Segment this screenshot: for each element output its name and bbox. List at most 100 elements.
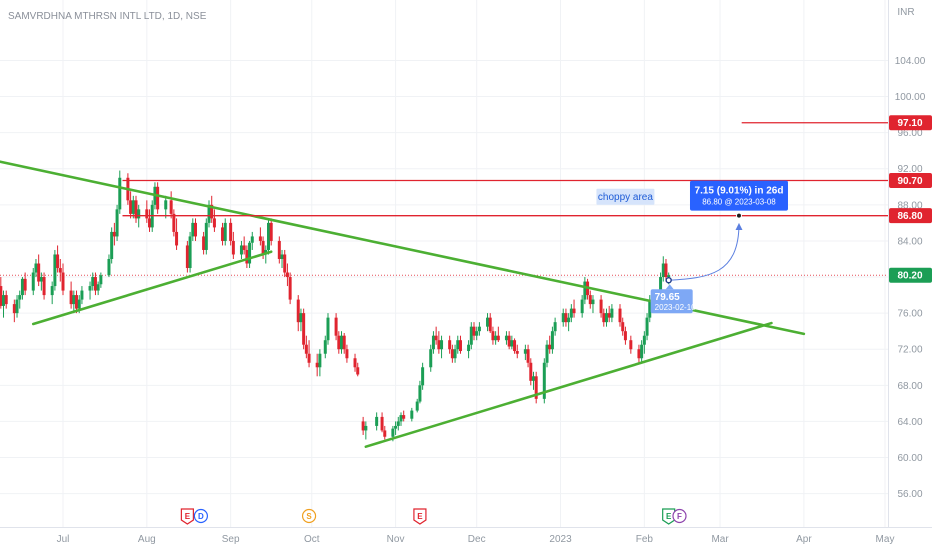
- x-tick-label: Oct: [304, 534, 320, 545]
- event-marker-e[interactable]: E: [662, 508, 676, 525]
- y-tick-label: 88.00: [897, 200, 922, 211]
- candle: [550, 326, 554, 354]
- candle: [629, 335, 633, 354]
- candle: [342, 332, 346, 354]
- price-tag-bg: [889, 115, 932, 131]
- x-tick-label: Apr: [796, 534, 812, 545]
- event-marker-e[interactable]: E: [413, 508, 427, 525]
- candle-body: [507, 335, 511, 347]
- candle-body: [429, 349, 433, 368]
- candle-body: [550, 331, 554, 350]
- price-tag-97.10: 97.10: [889, 115, 932, 131]
- candle-body: [567, 317, 571, 323]
- candle: [302, 308, 306, 350]
- candle: [399, 412, 403, 426]
- choppy-area-note[interactable]: choppy area: [596, 188, 655, 205]
- measure-start-point[interactable]: [665, 276, 672, 284]
- candle: [318, 349, 322, 377]
- candle-body: [175, 231, 179, 246]
- candle: [58, 258, 62, 282]
- candle: [250, 231, 254, 250]
- trendline-lower-support-2[interactable]: [364, 321, 773, 448]
- candle-body: [323, 340, 327, 354]
- candle: [469, 322, 473, 350]
- event-marker-e[interactable]: E: [180, 508, 194, 525]
- candle: [75, 290, 79, 314]
- candle: [337, 331, 341, 354]
- event-marker-f[interactable]: F: [672, 508, 687, 524]
- candle-body: [504, 335, 508, 341]
- candle-body: [418, 385, 422, 402]
- candle: [207, 200, 211, 228]
- measure-start-date: 2023-02-10: [655, 303, 696, 312]
- candle-body: [39, 277, 43, 282]
- candle: [277, 236, 281, 264]
- candle-body: [258, 236, 262, 241]
- candle: [621, 317, 625, 336]
- price-tag-bg: [889, 208, 932, 224]
- candle-body: [475, 331, 479, 336]
- candle-body: [280, 254, 284, 259]
- candle-body: [202, 236, 206, 250]
- candle-body: [204, 222, 208, 250]
- candle: [131, 195, 135, 219]
- candle: [129, 191, 133, 219]
- candle: [472, 322, 476, 341]
- candle-body: [440, 340, 444, 350]
- candle: [296, 295, 300, 332]
- candle: [299, 308, 303, 332]
- event-marker-s[interactable]: S: [301, 508, 317, 524]
- candle-body: [156, 186, 160, 210]
- measure-start-price: 79.65: [655, 292, 680, 303]
- candle-body: [642, 335, 646, 345]
- candle-body: [621, 322, 625, 332]
- candle-body: [229, 222, 233, 241]
- candle-body: [645, 317, 649, 336]
- event-letter: S: [306, 512, 312, 521]
- candle-body: [453, 349, 457, 359]
- candle: [340, 331, 344, 354]
- candle-body: [93, 277, 97, 291]
- candle-body: [242, 245, 246, 250]
- candle: [607, 305, 611, 323]
- candle-body: [115, 209, 119, 237]
- candle-body: [307, 353, 311, 363]
- candle: [115, 204, 119, 241]
- candle-body: [334, 317, 338, 336]
- candle: [169, 191, 173, 219]
- candle: [583, 277, 587, 305]
- candle: [50, 281, 54, 305]
- candle: [345, 344, 349, 363]
- candle: [23, 272, 27, 296]
- candle-body: [96, 284, 100, 291]
- candle-body: [637, 349, 641, 359]
- candle-body: [667, 275, 671, 278]
- measure-end-point[interactable]: [735, 212, 742, 219]
- candle: [212, 209, 216, 232]
- candle-body: [61, 272, 65, 291]
- candle-body: [53, 254, 57, 287]
- trendline-lower-support-1[interactable]: [31, 250, 273, 326]
- event-marker-d[interactable]: D: [193, 508, 209, 524]
- candle-body: [4, 295, 8, 305]
- candle-body: [572, 308, 576, 314]
- candle: [586, 278, 590, 300]
- candle-body: [277, 240, 281, 259]
- candle-body: [283, 254, 287, 273]
- x-tick-label: May: [876, 534, 895, 545]
- candle: [453, 344, 457, 363]
- candle: [12, 299, 16, 323]
- candle: [661, 256, 665, 282]
- price-tag-text: 80.20: [897, 271, 922, 282]
- candle: [258, 227, 262, 246]
- candle: [88, 281, 92, 300]
- measure-arrow[interactable]: [668, 222, 743, 281]
- candle: [494, 331, 498, 345]
- candle-body: [531, 376, 535, 381]
- candle-body: [193, 222, 197, 237]
